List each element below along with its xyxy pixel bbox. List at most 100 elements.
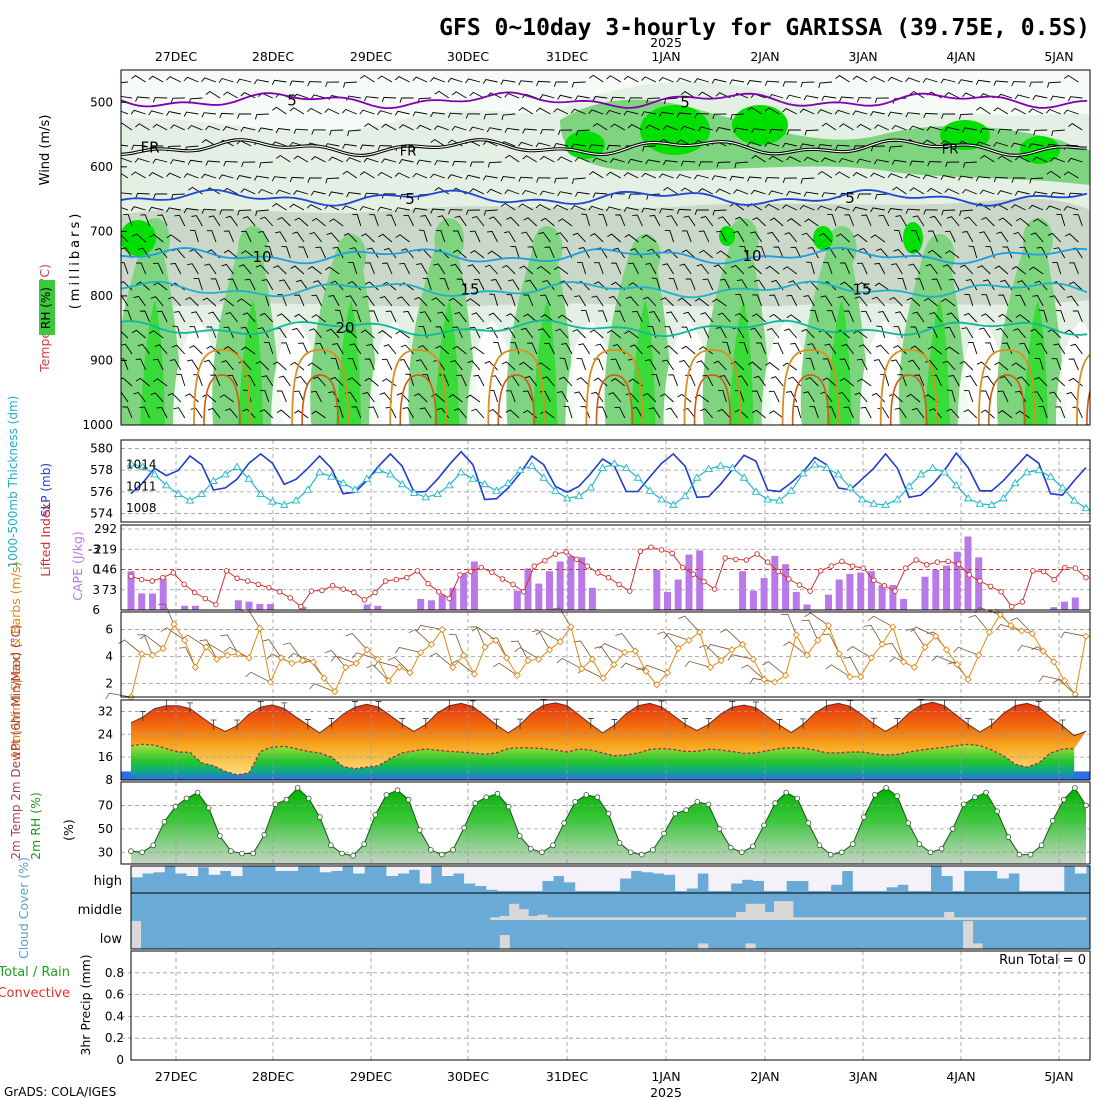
cloud-cell	[641, 917, 652, 920]
wind-barb	[765, 362, 780, 371]
cloud-cell	[603, 917, 614, 920]
wind-barb	[218, 77, 234, 83]
wind-barb	[711, 78, 727, 84]
lifted-index-point	[796, 582, 803, 588]
wind-barb	[148, 110, 164, 116]
cloud-high-gap	[863, 866, 876, 891]
cloud-cell	[991, 917, 1002, 920]
thickness-point	[1081, 503, 1091, 512]
thickness-point	[739, 473, 749, 481]
rh-blob	[532, 226, 563, 270]
wind10-point	[181, 636, 189, 644]
temp-minmax-bar	[352, 701, 359, 712]
wind-barb	[255, 360, 270, 371]
wind-barb	[578, 247, 590, 259]
upper-rh-label: RH (%)	[39, 287, 53, 329]
cloud-cell	[745, 943, 756, 949]
rh2m-point	[661, 830, 667, 837]
wind-barb	[1047, 81, 1061, 88]
wind-barb	[959, 360, 974, 371]
wind10-point	[417, 648, 425, 657]
wind-barb	[948, 375, 960, 387]
wind10-barb	[762, 661, 786, 676]
wind-barb	[272, 203, 287, 211]
lifted-index-point	[372, 589, 378, 596]
thickness-point	[468, 474, 478, 482]
wind-barb	[412, 111, 428, 117]
cloud-high-gap	[475, 866, 487, 886]
wind-barb	[349, 247, 362, 259]
wind10-point	[953, 660, 961, 669]
rh2m-point	[1061, 796, 1067, 803]
contour-label: 5	[405, 190, 415, 208]
cloud-high-gap	[508, 866, 521, 891]
temp-minmax-bar	[705, 718, 712, 729]
wind-barb	[219, 209, 234, 215]
wind10-point	[341, 663, 350, 671]
wind-barb	[799, 108, 815, 115]
wind-barb	[383, 344, 397, 355]
temp-minmax-bar	[517, 718, 524, 730]
wind-barb	[963, 312, 978, 323]
wind-barb	[645, 124, 661, 131]
thickness-point	[928, 463, 938, 471]
wind-barb	[659, 208, 674, 214]
wind-barb	[377, 171, 393, 179]
wind-barb	[581, 213, 591, 227]
wind10-barb	[783, 641, 808, 656]
wind-barb	[223, 346, 238, 355]
wind-barb	[697, 126, 713, 132]
wind10-barb	[615, 633, 636, 652]
contour-label: 20	[335, 319, 354, 337]
cloud-cell	[972, 917, 983, 920]
wind-barb	[415, 359, 428, 371]
wind-barb	[416, 159, 432, 165]
wind-barb	[911, 407, 925, 419]
rh-core	[940, 120, 990, 150]
wind-barb	[1067, 96, 1083, 102]
wind-barb	[716, 161, 731, 168]
wind-barb	[298, 342, 309, 355]
wind-barb	[822, 377, 837, 387]
wind-barb	[237, 113, 252, 119]
wind-barb	[452, 249, 467, 259]
cloud-high-gap	[553, 866, 565, 876]
lifted-index-point	[807, 588, 813, 594]
cloud-high-gap	[1074, 866, 1087, 874]
wind-barb	[605, 206, 621, 212]
wind10-point	[384, 677, 393, 685]
wind-barb	[434, 90, 450, 99]
cloud-high-gap	[786, 866, 798, 881]
wind-barb	[501, 361, 516, 371]
wind-barb	[254, 113, 269, 120]
wind10-point	[835, 650, 843, 658]
wind-barb	[975, 141, 991, 147]
rh-plume-core	[238, 300, 264, 425]
wind-barb	[1032, 94, 1048, 100]
wind-barb	[874, 282, 890, 291]
wind-barb	[993, 141, 1009, 147]
contour-label: 5	[287, 91, 297, 109]
wind-barb	[968, 245, 978, 259]
upper-ylabel: (millibars)	[68, 211, 83, 310]
wind-barb	[131, 329, 146, 339]
wind-barb	[364, 123, 379, 131]
thickness-point	[810, 460, 820, 468]
wind10-barb	[663, 633, 690, 641]
wind-barb	[378, 233, 393, 243]
wind-barb	[486, 230, 498, 243]
wind10-barb	[352, 652, 378, 660]
cloud-high-gap	[852, 866, 865, 891]
wind-barb	[895, 215, 907, 227]
cloud-cell	[982, 917, 992, 920]
wind-barb	[133, 295, 146, 307]
wind-barb	[889, 296, 903, 307]
wind-barb	[1050, 192, 1065, 198]
rh-blob	[1022, 218, 1053, 262]
lifted-index-point	[977, 578, 983, 584]
wind-barb	[292, 231, 305, 243]
cape-bar	[427, 600, 435, 610]
wind-barb	[439, 278, 450, 291]
wind-barb	[166, 172, 181, 179]
wind-barb	[959, 264, 974, 275]
